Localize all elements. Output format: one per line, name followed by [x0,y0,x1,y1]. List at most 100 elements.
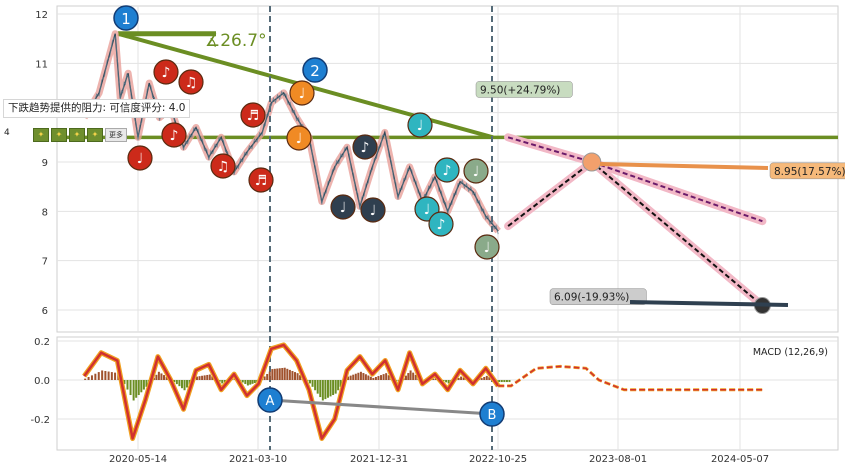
macd-histogram-bar [365,374,367,380]
macd-histogram-bar [309,380,311,383]
note-marker-glyph: ♪ [443,163,452,179]
badge-icon: ✦ [69,128,85,142]
x-tick-label: 2021-12-31 [350,454,408,465]
wave-label: 1 [121,10,131,28]
x-tick-label: 2023-08-01 [589,454,647,465]
macd-histogram-bar [206,375,208,380]
macd-histogram-bar [140,380,142,392]
macd-histogram-bar [297,373,299,380]
trend-angle-label: ∡26.7° [205,31,267,51]
macd-histogram-bar [249,380,251,385]
badge-icon: ✦ [87,128,103,142]
macd-histogram-bar [269,372,271,380]
macd-histogram-bar [498,380,500,382]
note-marker-glyph: ♩ [299,86,306,102]
note-marker-glyph: ♩ [417,118,424,134]
wave-label: 2 [310,62,320,80]
badge-row: 4 ✦ ✦ ✦ ✦ 更多 [33,128,127,142]
macd-histogram-bar [114,373,116,380]
macd-histogram-bar [407,373,409,380]
macd-histogram-bar [244,380,246,384]
macd-histogram-bar [367,375,369,380]
macd-histogram-bar [266,374,268,380]
badge-count: 4 [4,128,10,138]
macd-histogram-bar [327,380,329,398]
macd-histogram-bar [281,368,283,380]
macd-histogram-bar [130,380,132,395]
macd-histogram-bar [138,380,140,395]
x-tick-label: 2022-10-25 [469,454,527,465]
macd-histogram-bar [383,374,385,380]
macd-histogram-bar [289,370,291,380]
note-marker-glyph: ♩ [473,164,480,180]
resistance-tooltip: 下跌趋势提供的阻力: 可信度评分: 4.0 [3,99,190,118]
macd-histogram-bar [332,380,334,395]
macd-histogram-bar [84,379,86,380]
note-marker-glyph: ♫ [185,75,198,91]
divergence-label: B [488,408,497,423]
macd-histogram-bar [254,380,256,383]
macd-histogram-bar [357,373,359,380]
note-marker-glyph: ♪ [162,65,171,81]
macd-histogram-bar [506,380,508,382]
macd-histogram-bar [360,372,362,380]
annotation-label: 8.95(17.57%) [774,166,845,178]
macd-histogram-bar [98,372,100,380]
macd-histogram-bar [111,372,113,380]
macd-histogram-bar [274,369,276,380]
macd-histogram-bar [291,371,293,380]
macd-histogram-bar [375,377,377,380]
macd-histogram-bar [483,377,485,380]
macd-histogram-bar [201,376,203,380]
macd-y-tick-label: 0.0 [34,376,50,387]
macd-histogram-bar [158,372,160,380]
macd-histogram-bar [160,373,162,380]
macd-histogram-bar [284,368,286,380]
macd-y-tick-label: -0.2 [30,415,50,426]
macd-histogram-bar [324,380,326,399]
macd-histogram-bar [199,376,201,380]
macd-histogram-bar [350,376,352,380]
price-y-tick-label: 6 [42,306,48,317]
macd-histogram-bar [135,380,137,398]
macd-histogram-bar [94,374,96,380]
note-marker-glyph: ♫ [217,159,230,175]
macd-histogram-bar [501,380,503,382]
macd-histogram-bar [508,380,510,382]
macd-histogram-bar [503,380,505,382]
macd-histogram-bar [176,380,178,384]
macd-histogram-bar [209,375,211,380]
note-marker-glyph: ♪ [170,128,179,144]
macd-histogram-bar [108,372,110,380]
macd-histogram-bar [385,373,387,380]
x-tick-label: 2024-05-07 [711,454,769,465]
macd-histogram-bar [276,369,278,380]
macd-histogram-bar [486,376,488,380]
note-marker-glyph: ♪ [361,140,370,156]
macd-histogram-bar [372,378,374,380]
macd-histogram-bar [380,375,382,380]
macd-histogram-bar [412,373,414,380]
macd-histogram-bar [242,380,244,382]
price-y-tick-label: 12 [35,10,48,21]
macd-histogram-bar [101,370,103,380]
more-badge[interactable]: 更多 [105,128,127,142]
macd-histogram-bar [181,380,183,388]
macd-histogram-bar [355,374,357,380]
macd-histogram-bar [155,375,157,380]
note-marker-glyph: ♩ [137,151,144,167]
price-y-tick-label: 7 [42,257,48,268]
macd-histogram-bar [330,380,332,396]
macd-histogram-bar [104,371,106,380]
price-y-tick-label: 11 [35,59,48,70]
annotation-label: 6.09(-19.93%) [554,292,629,304]
note-marker-glyph: ♩ [340,200,347,216]
price-y-tick-label: 9 [42,158,48,169]
macd-histogram-bar [252,380,254,384]
note-marker-glyph: ♩ [484,240,491,256]
macd-histogram-bar [410,370,412,380]
macd-histogram-bar [312,380,314,387]
price-y-tick-label: 8 [42,207,48,218]
divergence-label: A [266,394,275,409]
